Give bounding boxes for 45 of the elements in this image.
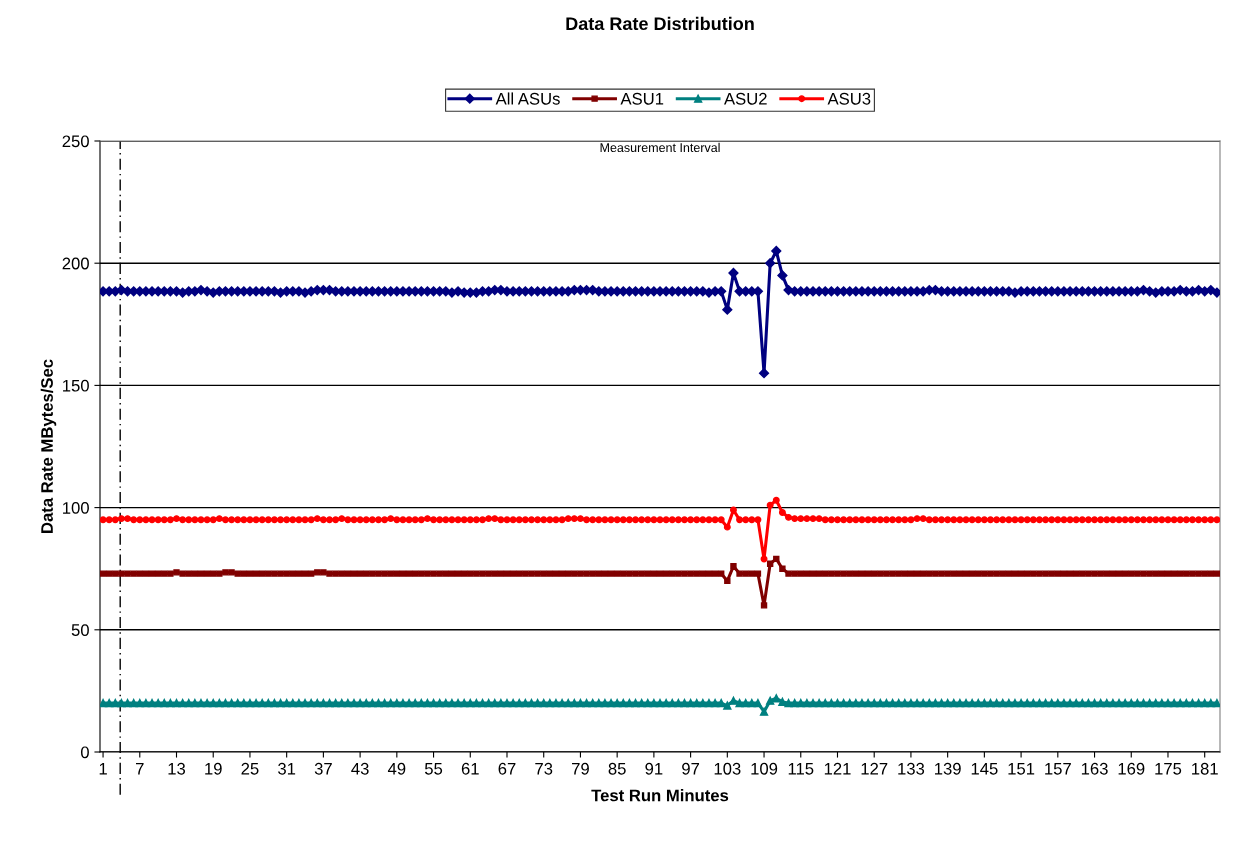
x-tick-label: 67 [498,762,516,775]
x-tick-label: 55 [424,763,443,775]
y-tick-label: 250 [62,135,89,148]
x-tick-label: 97 [682,762,700,775]
x-tick-label: 133 [898,762,925,775]
x-tick-label: 115 [788,763,814,775]
x-tick-label: 25 [241,762,259,775]
legend-label: All ASUs [495,92,560,105]
x-tick-label: 13 [168,762,186,775]
x-tick-label: 151 [1008,763,1035,775]
x-tick-label: 31 [278,762,296,775]
x-tick-label: 163 [1081,762,1108,775]
x-tick-label: 85 [608,762,626,775]
x-tick-label: 109 [751,762,778,775]
x-tick-label: 7 [136,763,144,775]
legend-label: ASU3 [827,92,871,105]
y-tick-label: 100 [63,502,89,514]
x-tick-label: 103 [714,762,741,775]
x-tick-label: 43 [351,762,369,775]
x-tick-label: 169 [1118,762,1145,775]
x-tick-label: 181 [1192,762,1218,775]
x-tick-label: 1 [99,763,107,775]
x-tick-label: 91 [645,762,663,775]
x-tick-label: 61 [461,762,479,775]
x-tick-label: 139 [935,762,961,775]
x-tick-label: 121 [824,762,851,775]
legend-label: ASU2 [724,92,767,105]
x-tick-label: 145 [971,763,998,775]
chart-title: Data Rate Distribution [566,16,754,31]
y-tick-label: 200 [62,257,89,270]
x-tick-label: 49 [387,762,406,775]
y-tick-label: 150 [63,379,89,392]
x-tick-label: 37 [314,762,332,775]
x-tick-label: 19 [205,762,222,775]
y-axis-title: Data Rate MBytes/Sec [40,359,57,533]
x-tick-label: 157 [1045,763,1071,775]
x-axis-title: Test Run Minutes [591,789,729,802]
x-tick-label: 73 [535,762,553,775]
y-tick-label: 50 [71,624,89,636]
legend-label: ASU1 [620,92,664,105]
x-tick-label: 175 [1155,763,1182,775]
x-tick-label: 79 [572,762,589,775]
x-tick-label: 127 [861,762,888,775]
y-tick-label: 0 [80,746,89,759]
annotation: Measurement Interval [600,142,720,153]
